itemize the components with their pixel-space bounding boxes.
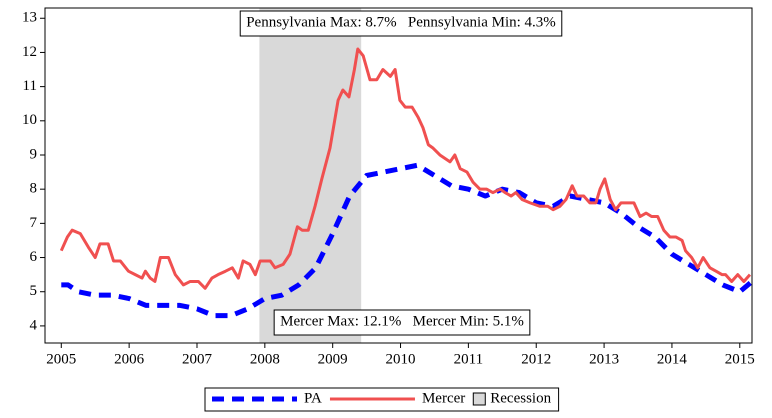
x-tick-label: 2015 bbox=[725, 351, 755, 367]
legend-label: Recession bbox=[490, 390, 551, 406]
y-tick-label: 9 bbox=[30, 146, 38, 162]
annotation-box bbox=[273, 309, 531, 336]
x-tick-label: 2007 bbox=[182, 351, 213, 367]
y-tick-label: 6 bbox=[30, 249, 38, 265]
x-tick-label: 2005 bbox=[46, 351, 76, 367]
recession-band bbox=[259, 8, 362, 343]
series-line bbox=[59, 47, 752, 290]
legend-label: PA bbox=[304, 390, 322, 406]
x-tick-label: 2012 bbox=[521, 351, 551, 367]
annotation-box bbox=[239, 10, 563, 37]
legend-label: Mercer bbox=[422, 390, 465, 406]
x-tick-label: 2013 bbox=[589, 351, 619, 367]
y-tick-label: 13 bbox=[22, 10, 37, 26]
plot-lines bbox=[59, 47, 752, 319]
plot-frame bbox=[44, 7, 753, 344]
y-tick-label: 11 bbox=[23, 78, 37, 94]
y-tick-label: 4 bbox=[30, 317, 38, 333]
series-line bbox=[61, 162, 752, 319]
x-tick-label: 2008 bbox=[250, 351, 280, 367]
y-tick-label: 12 bbox=[22, 44, 37, 60]
x-tick-label: 2014 bbox=[657, 351, 688, 367]
y-tick-label: 5 bbox=[30, 283, 38, 299]
y-tick-label: 8 bbox=[30, 181, 38, 197]
y-tick-label: 10 bbox=[22, 112, 37, 128]
x-tick-label: 2010 bbox=[386, 351, 416, 367]
y-tick-label: 7 bbox=[30, 215, 38, 231]
legend: PA Mercer Recession bbox=[204, 387, 560, 412]
x-tick-label: 2011 bbox=[454, 351, 483, 367]
annotation: Pennsylvania Max: 8.7% Pennsylvania Min:… bbox=[246, 14, 556, 30]
x-tick-label: 2009 bbox=[318, 351, 348, 367]
annotation: Mercer Max: 12.1% Mercer Min: 5.1% bbox=[280, 313, 524, 329]
x-tick-label: 2006 bbox=[114, 351, 145, 367]
legend-swatch bbox=[472, 392, 486, 406]
